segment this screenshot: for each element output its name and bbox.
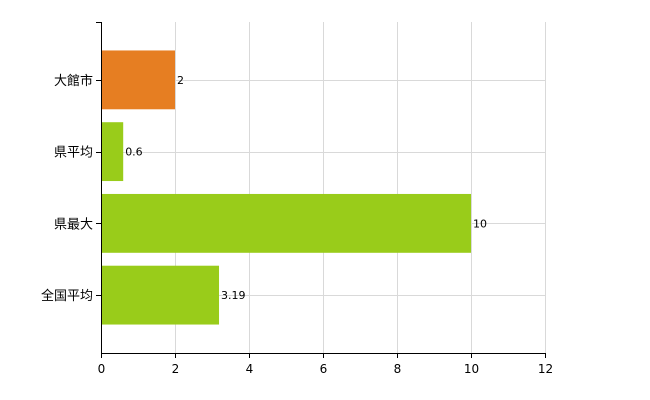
bar-3 xyxy=(101,265,220,325)
category-label-2: 県最大 xyxy=(54,217,93,232)
x-tick-label-3: 6 xyxy=(320,362,328,376)
x-tick-label-2: 4 xyxy=(246,362,254,376)
x-tick-label-6: 12 xyxy=(538,362,553,376)
x-tick-label-0: 0 xyxy=(98,362,106,376)
category-label-3: 全国平均 xyxy=(41,288,93,304)
data-label-0: 2 xyxy=(177,74,184,87)
data-label-1: 0.6 xyxy=(125,146,143,159)
category-label-0: 大館市 xyxy=(54,73,93,89)
category-label-1: 県平均 xyxy=(54,146,93,161)
bar-layer xyxy=(101,50,471,325)
data-label-2: 10 xyxy=(473,217,487,230)
bar-1 xyxy=(101,122,124,182)
axis-layer xyxy=(96,22,546,358)
x-tick-label-4: 8 xyxy=(394,362,402,376)
bar-2 xyxy=(101,193,471,253)
data-label-3: 3.19 xyxy=(221,289,246,302)
x-tick-label-1: 2 xyxy=(172,362,180,376)
x-tick-label-5: 10 xyxy=(464,362,479,376)
label-layer: 2 大館市 0.6 県平均 10 県最大 3.19 全国平均 0 2 4 6 8 10 12 xyxy=(41,73,553,376)
bar-0 xyxy=(101,50,175,110)
